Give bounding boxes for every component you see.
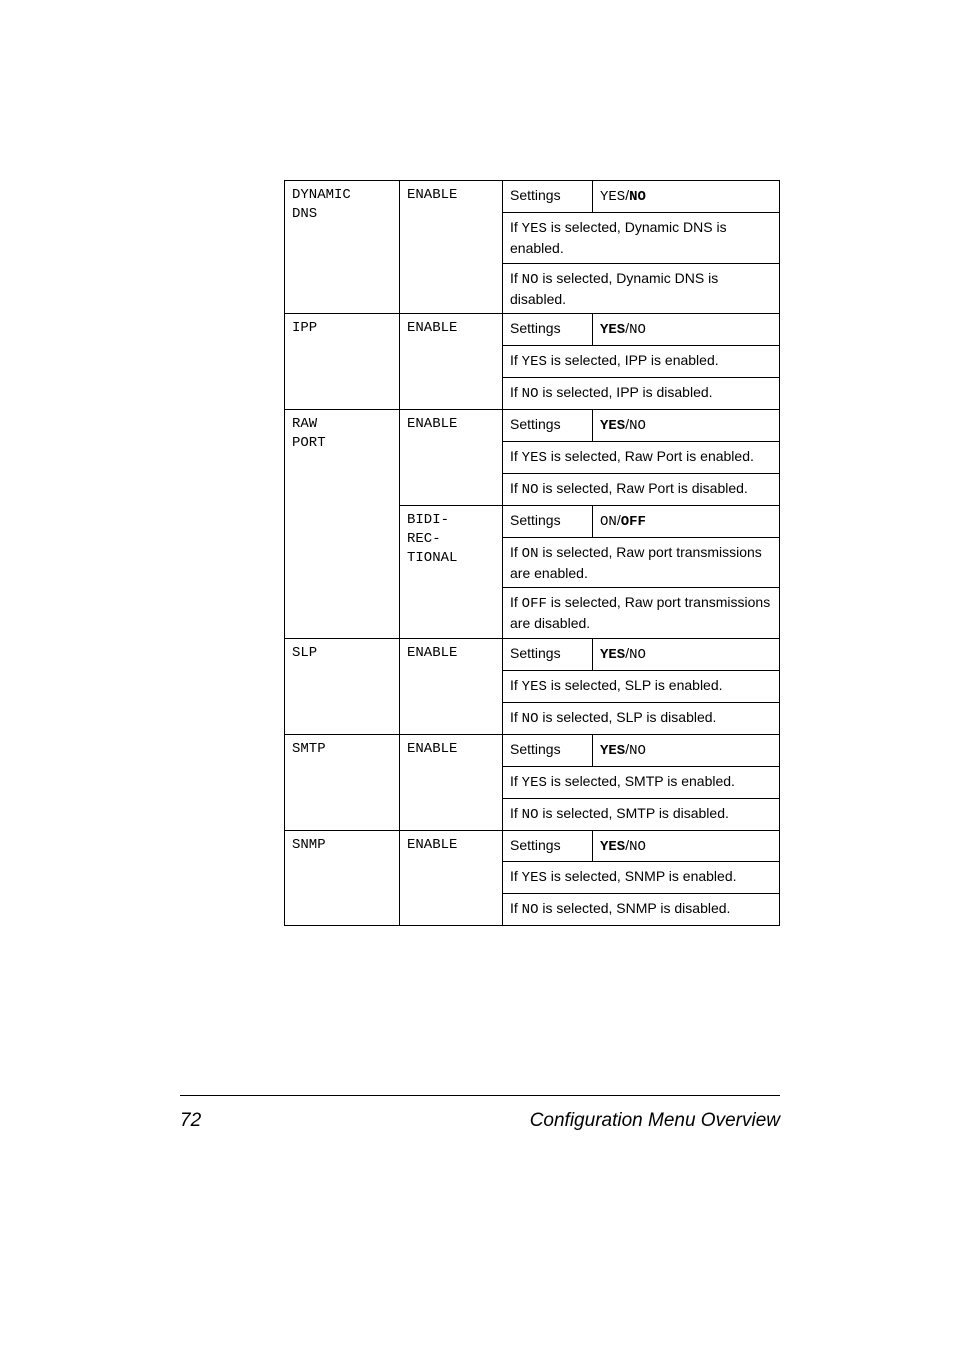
config-table: DYNAMICDNS ENABLE Settings YES/NO If YES… bbox=[180, 180, 780, 926]
row-dynamic-dns-value: YES/NO bbox=[593, 181, 780, 213]
row-dynamic-dns-param: ENABLE bbox=[400, 181, 503, 314]
row-raw-port-bidi-value: ON/OFF bbox=[593, 505, 780, 537]
row-dynamic-dns-desc1: If YES is selected, Dynamic DNS is enabl… bbox=[503, 212, 780, 263]
row-ipp-desc1: If YES is selected, IPP is enabled. bbox=[503, 346, 780, 378]
row-raw-port-enable-value: YES/NO bbox=[593, 410, 780, 442]
row-raw-port-param1: ENABLE bbox=[400, 410, 503, 506]
spacer-col-b bbox=[232, 181, 285, 926]
row-slp-desc1: If YES is selected, SLP is enabled. bbox=[503, 671, 780, 703]
settings-label: Settings bbox=[503, 639, 593, 671]
settings-label: Settings bbox=[503, 410, 593, 442]
row-slp-value: YES/NO bbox=[593, 639, 780, 671]
settings-label: Settings bbox=[503, 734, 593, 766]
row-smtp-desc1: If YES is selected, SMTP is enabled. bbox=[503, 766, 780, 798]
footer-title: Configuration Menu Overview bbox=[530, 1110, 780, 1132]
row-ipp-value: YES/NO bbox=[593, 314, 780, 346]
page: DYNAMICDNS ENABLE Settings YES/NO If YES… bbox=[0, 0, 954, 1351]
row-smtp-name: SMTP bbox=[285, 734, 400, 830]
settings-label: Settings bbox=[503, 830, 593, 862]
row-slp-desc2: If NO is selected, SLP is disabled. bbox=[503, 703, 780, 735]
spacer-col-a bbox=[180, 181, 232, 926]
settings-label: Settings bbox=[503, 505, 593, 537]
row-smtp-desc2: If NO is selected, SMTP is disabled. bbox=[503, 798, 780, 830]
row-raw-port-bidi-desc2: If OFF is selected, Raw port transmissio… bbox=[503, 588, 780, 639]
row-snmp-desc2: If NO is selected, SNMP is disabled. bbox=[503, 894, 780, 926]
row-snmp-name: SNMP bbox=[285, 830, 400, 926]
settings-label: Settings bbox=[503, 181, 593, 213]
row-smtp-value: YES/NO bbox=[593, 734, 780, 766]
row-slp-name: SLP bbox=[285, 639, 400, 735]
row-slp-param: ENABLE bbox=[400, 639, 503, 735]
row-snmp-param: ENABLE bbox=[400, 830, 503, 926]
row-raw-port-enable-desc1: If YES is selected, Raw Port is enabled. bbox=[503, 442, 780, 474]
row-smtp-param: ENABLE bbox=[400, 734, 503, 830]
footer-divider bbox=[180, 1095, 780, 1096]
row-ipp-desc2: If NO is selected, IPP is disabled. bbox=[503, 378, 780, 410]
settings-label: Settings bbox=[503, 314, 593, 346]
row-raw-port-enable-desc2: If NO is selected, Raw Port is disabled. bbox=[503, 473, 780, 505]
row-raw-port-param2: BIDI-REC-TIONAL bbox=[400, 505, 503, 638]
row-ipp-param: ENABLE bbox=[400, 314, 503, 410]
row-raw-port-name: RAWPORT bbox=[285, 410, 400, 639]
row-dynamic-dns-desc2: If NO is selected, Dynamic DNS is disabl… bbox=[503, 263, 780, 314]
row-raw-port-bidi-desc1: If ON is selected, Raw port transmission… bbox=[503, 537, 780, 588]
row-snmp-desc1: If YES is selected, SNMP is enabled. bbox=[503, 862, 780, 894]
page-number: 72 bbox=[180, 1110, 201, 1132]
row-snmp-value: YES/NO bbox=[593, 830, 780, 862]
row-ipp-name: IPP bbox=[285, 314, 400, 410]
row-dynamic-dns-name: DYNAMICDNS bbox=[285, 181, 400, 314]
